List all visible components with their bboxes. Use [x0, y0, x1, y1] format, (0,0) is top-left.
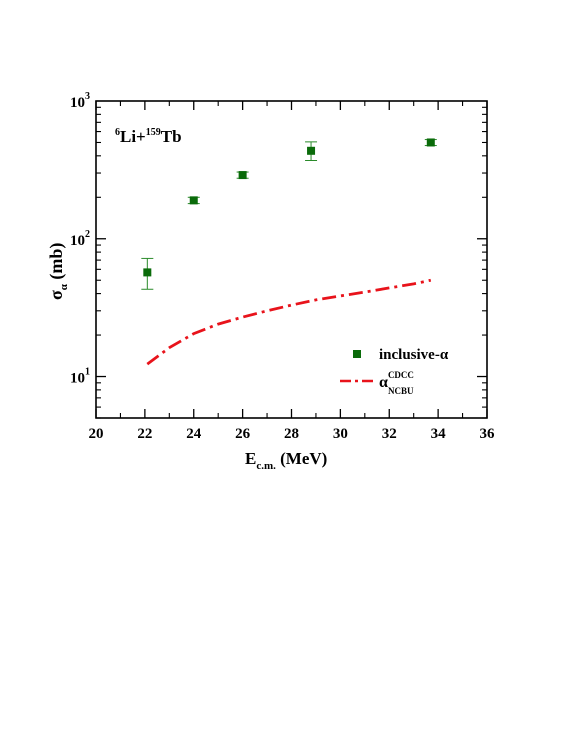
y-tick-label: 101 [70, 367, 90, 387]
legend-label-inclusive: inclusive-α [379, 347, 449, 363]
plot-frame [95, 100, 488, 419]
y-tick-label: 102 [70, 229, 90, 249]
y-axis-label-unit: (mb) [46, 243, 67, 285]
x-tick-label: 22 [137, 426, 152, 442]
legend-label-cdcc-main: α [379, 374, 388, 391]
data-point [143, 268, 152, 277]
y-axis-label-main: σ [46, 290, 66, 300]
annotation-label: 6Li+159Tb [115, 127, 182, 146]
annotation-sup1: 6 [115, 127, 120, 138]
legend-label-cdcc-sub: NCBU [388, 386, 414, 396]
annotation-tail: Tb [161, 127, 182, 146]
x-axis-label-unit: (MeV) [276, 449, 327, 468]
ticks-layer: 20 22 24 26 28 30 32 34 36 101 102 103 [70, 91, 495, 442]
x-axis-label-sub: c.m. [256, 460, 276, 472]
legend-label-cdcc: αCDCC NCBU [379, 370, 414, 396]
legend-marker-inclusive [353, 350, 361, 358]
x-tick-label: 36 [480, 426, 496, 442]
x-tick-label: 20 [89, 426, 104, 442]
x-tick-label: 34 [431, 426, 447, 442]
x-tick-label: 32 [382, 426, 397, 442]
data-point [307, 146, 316, 155]
y-tick-label: 103 [70, 91, 90, 111]
y-axis-label-sub: α [58, 283, 70, 290]
x-axis-label-main: E [245, 449, 256, 468]
y-axis-label: σα (mb) [46, 243, 70, 300]
x-tick-label: 24 [186, 426, 202, 442]
annotation-sup2: 159 [146, 127, 161, 138]
legend-label-cdcc-sup: CDCC [388, 370, 414, 380]
legend: inclusive-α αCDCC NCBU [340, 347, 449, 396]
series-layer [141, 138, 437, 366]
x-tick-label: 28 [284, 426, 299, 442]
data-point [238, 171, 247, 180]
series-line-cdcc [146, 278, 432, 366]
x-axis-label: Ec.m. (MeV) [245, 449, 327, 472]
annotation-base: Li+ [120, 127, 146, 146]
data-point [189, 196, 198, 205]
x-tick-label: 30 [333, 426, 348, 442]
data-point [426, 138, 435, 147]
x-tick-label: 26 [235, 426, 251, 442]
